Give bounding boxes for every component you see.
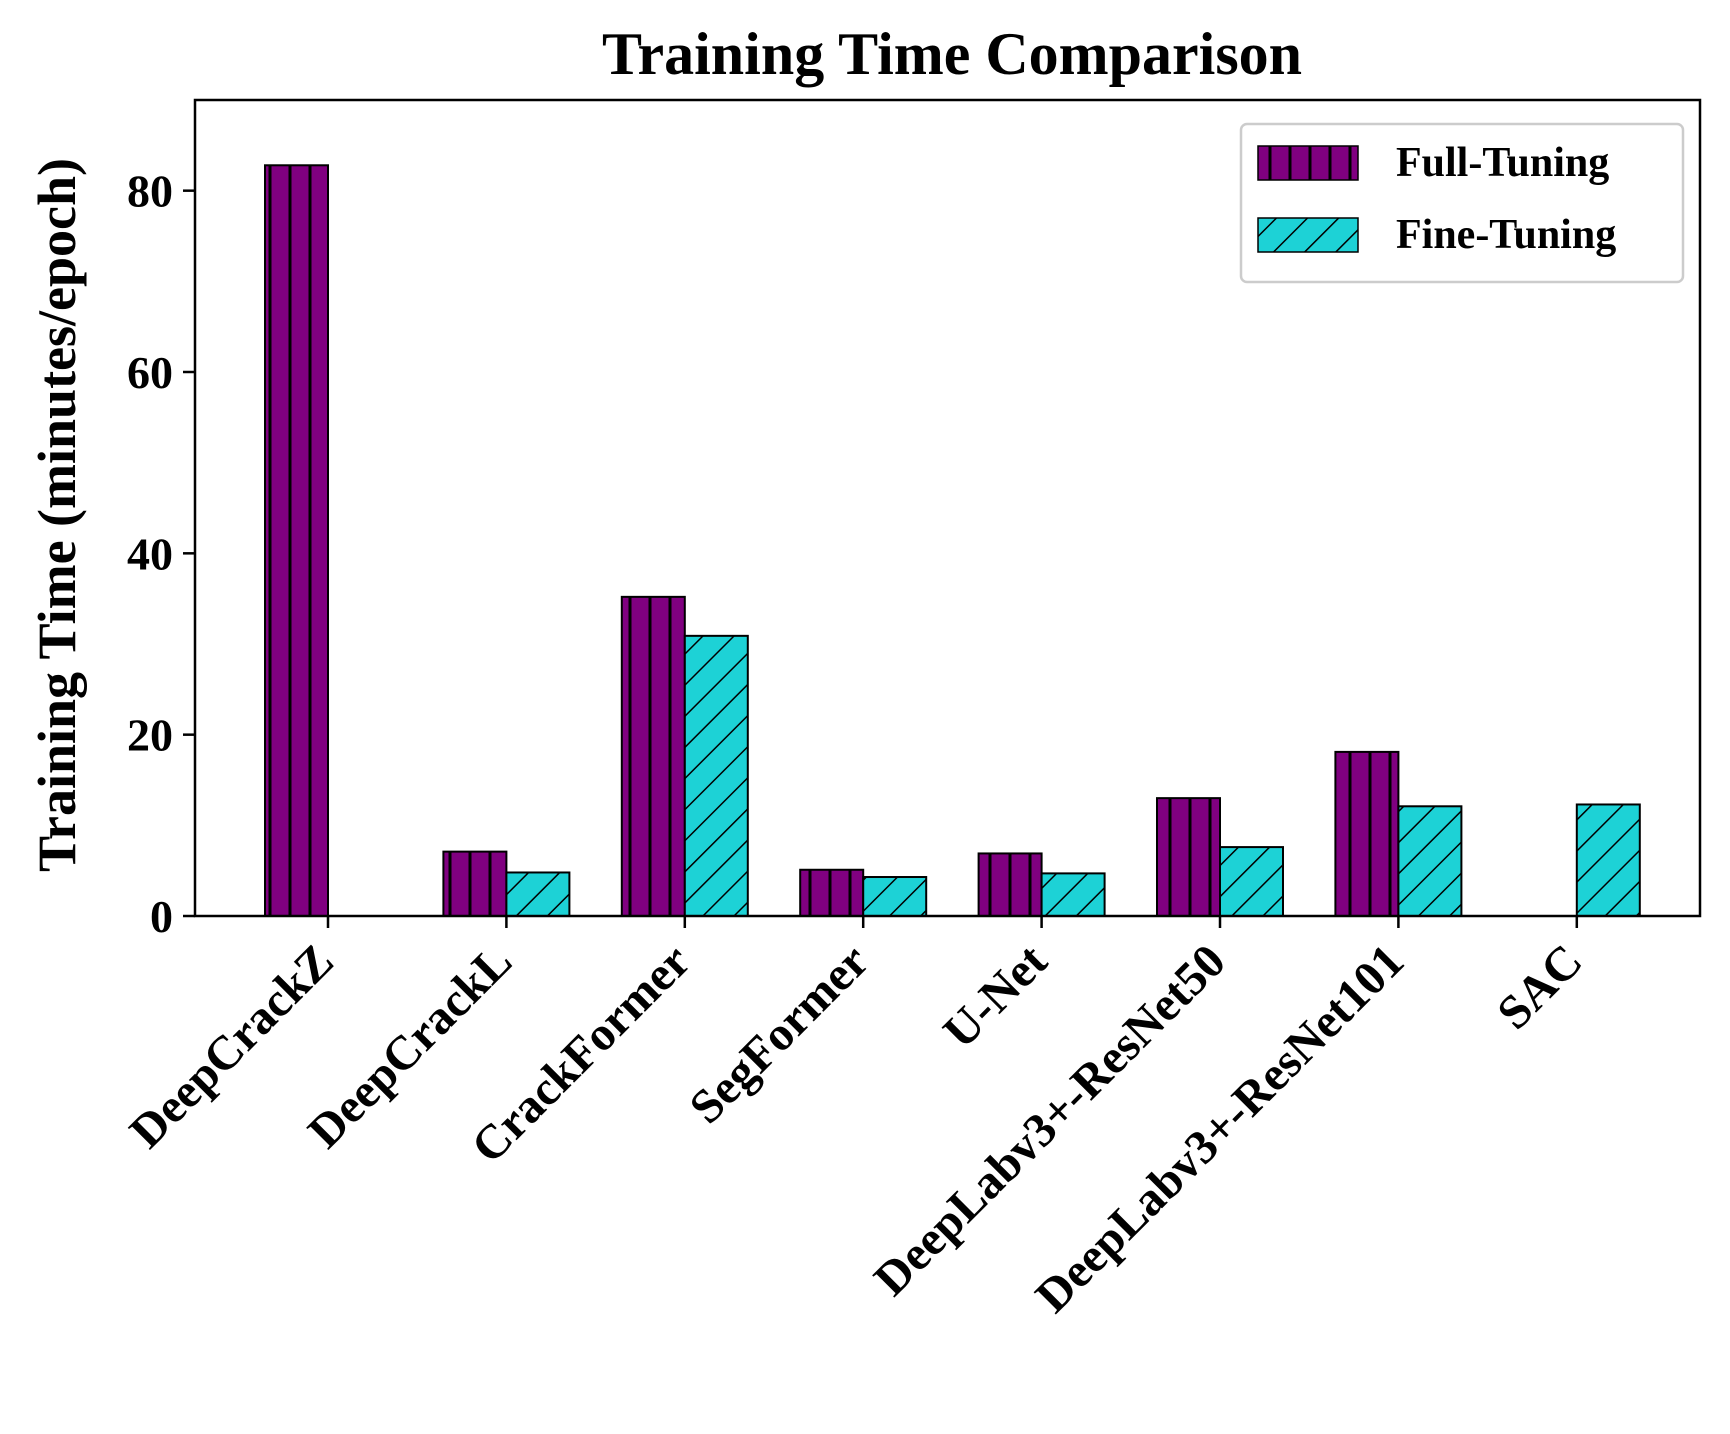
y-axis-label: Training Time (minutes/epoch): [27, 158, 87, 872]
bar-full-tuning-3: [799, 868, 865, 918]
y-tick-label: 80: [127, 166, 173, 217]
x-tick-label: SAC: [1487, 934, 1592, 1039]
bar-full-tuning-0: [264, 164, 329, 917]
bar-hatch: [265, 165, 328, 916]
x-tick-label: SegFormer: [679, 934, 879, 1134]
legend-item-fine-tuning: Fine-Tuning: [1257, 212, 1616, 258]
bar-hatch: [621, 596, 685, 916]
legend-swatch-edge: [1257, 145, 1359, 181]
bar-fine-tuning-2: [683, 634, 749, 918]
y-tick-label: 60: [127, 347, 173, 398]
bar-hatch: [1576, 804, 1640, 916]
bar-full-tuning-1: [442, 850, 508, 917]
legend-swatch-hatch: [1258, 218, 1358, 252]
y-tick-label: 0: [150, 891, 173, 942]
bar-fine-tuning-1: [505, 871, 571, 917]
bar-full-tuning-4: [977, 852, 1043, 918]
x-axis: DeepCrackZDeepCrackLCrackFormerSegFormer…: [120, 916, 1593, 1323]
legend-swatch-edge: [1257, 217, 1359, 253]
bar-fine-tuning-4: [1040, 872, 1106, 917]
legend-label: Fine-Tuning: [1396, 212, 1616, 258]
bar-full-tuning-2: [620, 595, 686, 917]
bar-hatch: [506, 872, 570, 916]
bar-fine-tuning-3: [862, 876, 928, 917]
bar-hatch: [1398, 806, 1462, 916]
bar-full-tuning-6: [1334, 750, 1400, 917]
legend-item-full-tuning: Full-Tuning: [1257, 140, 1609, 186]
legend-label: Full-Tuning: [1396, 140, 1609, 186]
x-tick-label: U-Net: [933, 934, 1057, 1058]
bar-hatch: [800, 869, 864, 916]
plot-frame: [193, 98, 1702, 918]
bar-hatch: [1220, 847, 1283, 916]
plot-bars: [264, 164, 1641, 918]
legend: Full-Tuning Fine-Tuning: [1239, 122, 1685, 284]
x-tick-label: DeepLabv3+-ResNet50: [864, 934, 1236, 1306]
bar-hatch: [1335, 751, 1399, 916]
bar-hatch: [1041, 873, 1105, 916]
y-tick-label: 20: [127, 710, 173, 761]
y-axis: 0 20 40 60 80: [127, 166, 195, 942]
chart-title: Training Time Comparison: [602, 21, 1302, 87]
bar-hatch: [443, 851, 507, 916]
bar-hatch: [1157, 798, 1220, 916]
bar-hatch: [863, 877, 927, 916]
y-tick-label: 40: [127, 528, 173, 579]
bar-hatch: [684, 635, 748, 916]
bar-fine-tuning-5: [1219, 846, 1284, 917]
bar-hatch: [978, 853, 1042, 916]
legend-swatch-hatch: [1258, 146, 1358, 180]
bar-fine-tuning-6: [1397, 805, 1463, 917]
bar-full-tuning-5: [1156, 797, 1221, 918]
bar-fine-tuning-7: [1575, 803, 1641, 917]
x-tick-label: DeepLabv3+-ResNet101: [1026, 934, 1415, 1323]
